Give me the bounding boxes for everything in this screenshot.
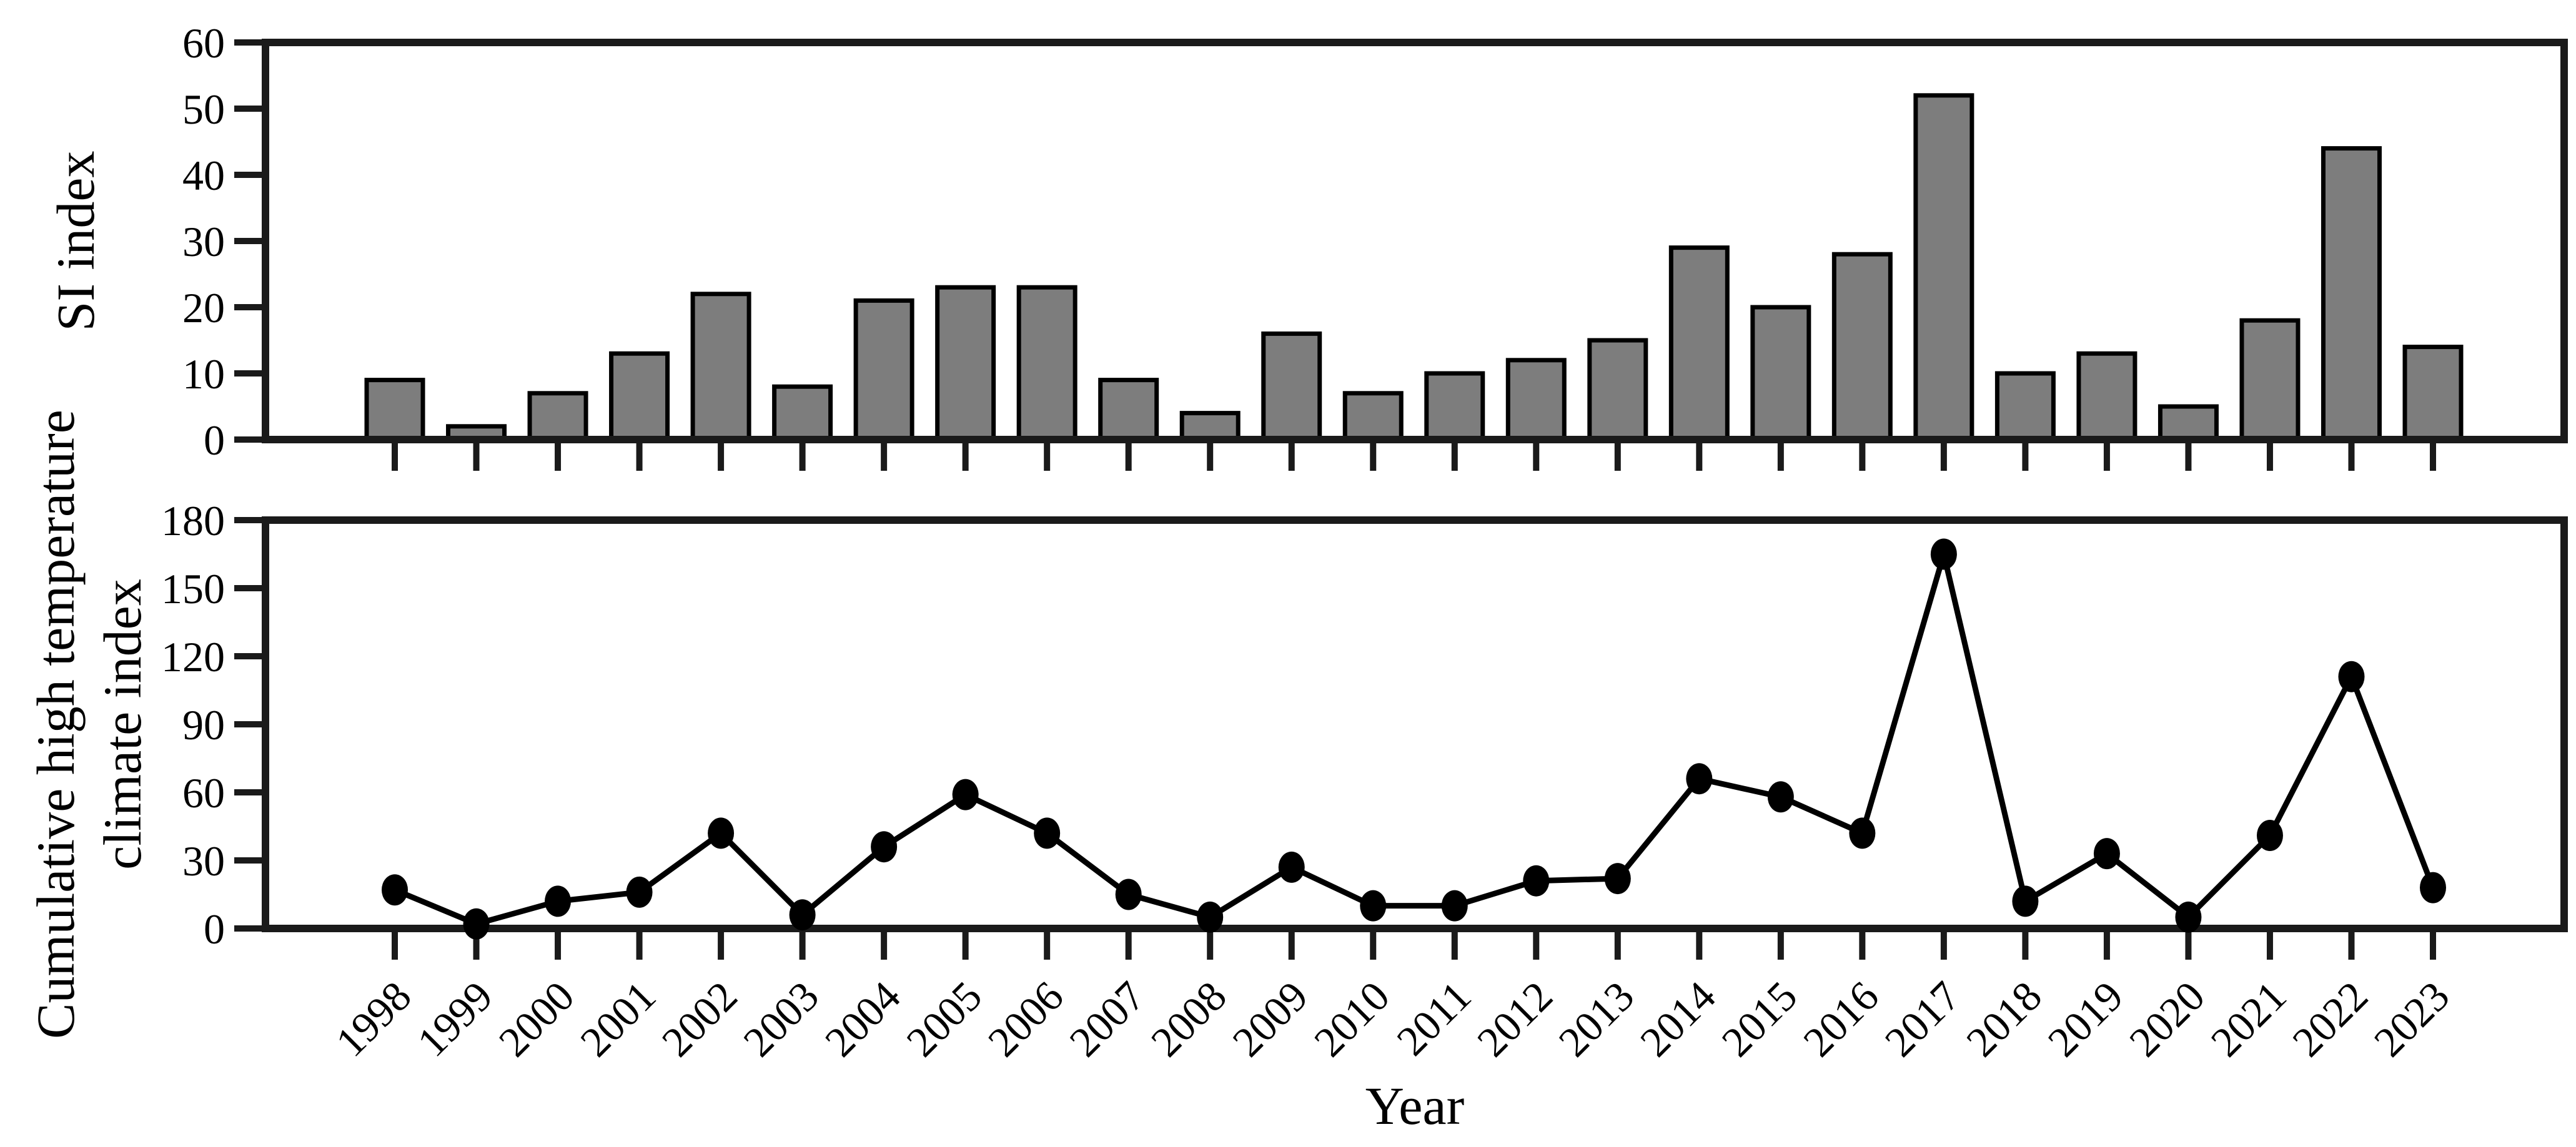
bottom-y-tick-labels: 0 30 60 90 120 150 180 (161, 497, 225, 953)
marker-2011 (1441, 890, 1468, 922)
marker-2022 (2338, 661, 2365, 692)
bar-2009 (1261, 331, 1322, 442)
marker-2018 (2012, 885, 2039, 917)
climate-index-line (394, 551, 2436, 927)
bar-2018 (1994, 371, 2056, 442)
top-y-ticks (234, 39, 265, 443)
bar-2017 (1913, 93, 1974, 442)
bar-2019 (2076, 351, 2138, 442)
x-axis-label: Year (1365, 1076, 1464, 1136)
top-y-tick-label: 50 (182, 86, 225, 133)
bar-2008 (1179, 411, 1241, 442)
marker-2010 (1360, 890, 1387, 922)
bar-2001 (609, 351, 670, 442)
marker-2014 (1686, 763, 1713, 795)
top-y-tick-label: 20 (182, 284, 225, 332)
bottom-y-axis-label-line2: climate index (92, 579, 152, 870)
bottom-y-tick-label: 90 (182, 701, 225, 749)
bar-2003 (772, 384, 833, 442)
marker-2008 (1197, 901, 1224, 933)
marker-2015 (1767, 781, 1794, 813)
bottom-y-tick-label: 120 (161, 633, 225, 681)
bottom-y-axis-label-line1: Cumulative high temperature (26, 410, 86, 1039)
marker-2001 (626, 876, 653, 908)
bar-2007 (1098, 378, 1159, 442)
marker-2023 (2420, 872, 2446, 903)
top-plot-border (262, 39, 2568, 443)
bar-2021 (2239, 318, 2301, 442)
top-y-tick-labels: 0 10 20 30 40 50 60 (182, 19, 225, 464)
bar-2014 (1668, 245, 1730, 442)
bar-2022 (2321, 146, 2382, 442)
marker-2006 (1034, 817, 1061, 849)
top-y-tick-label: 0 (204, 416, 225, 464)
bar-2006 (1016, 285, 1077, 442)
marker-2005 (952, 779, 979, 810)
bottom-y-tick-label: 0 (204, 905, 225, 953)
bar-2023 (2402, 345, 2464, 442)
bar-2012 (1505, 358, 1567, 442)
bar-1998 (364, 378, 425, 442)
marker-1999 (463, 908, 490, 940)
marker-2007 (1115, 879, 1142, 910)
bottom-y-ticks (234, 517, 265, 932)
bottom-x-ticks (392, 928, 2436, 960)
marker-2012 (1523, 865, 1550, 897)
marker-2019 (2093, 838, 2120, 870)
marker-2013 (1604, 863, 1631, 895)
bar-2016 (1831, 252, 1893, 442)
bar-2010 (1342, 391, 1404, 442)
bar-2005 (935, 285, 996, 442)
bottom-plot-border (262, 516, 2568, 932)
bar-2020 (2157, 404, 2219, 442)
bar-2013 (1587, 338, 1648, 442)
marker-2017 (1930, 538, 1957, 570)
top-x-ticks (392, 440, 2436, 471)
bottom-y-tick-label: 30 (182, 837, 225, 885)
marker-2016 (1849, 817, 1876, 849)
top-y-axis-label: SI index (46, 150, 106, 331)
marker-2000 (545, 885, 572, 917)
marker-2004 (871, 831, 898, 863)
marker-2003 (789, 899, 816, 931)
marker-1998 (382, 874, 408, 906)
bottom-y-tick-label: 180 (161, 497, 225, 544)
bottom-y-tick-label: 60 (182, 769, 225, 817)
marker-2021 (2256, 820, 2283, 852)
climate-index-markers (382, 538, 2446, 940)
bar-2002 (690, 292, 751, 442)
bar-series (364, 93, 2464, 442)
bar-2011 (1424, 371, 1485, 442)
marker-2009 (1278, 851, 1305, 883)
bottom-y-tick-label: 150 (161, 565, 225, 613)
top-y-tick-label: 40 (182, 152, 225, 199)
si-bar-chart: 0 10 20 30 40 50 60 SI index (46, 19, 2568, 471)
bar-2004 (853, 298, 914, 442)
top-y-tick-label: 30 (182, 218, 225, 265)
bar-2000 (527, 391, 588, 442)
top-y-tick-label: 10 (182, 350, 225, 398)
marker-2020 (2175, 901, 2202, 933)
top-y-tick-label: 60 (182, 19, 225, 67)
bar-2015 (1750, 305, 1811, 442)
marker-2002 (708, 817, 735, 849)
